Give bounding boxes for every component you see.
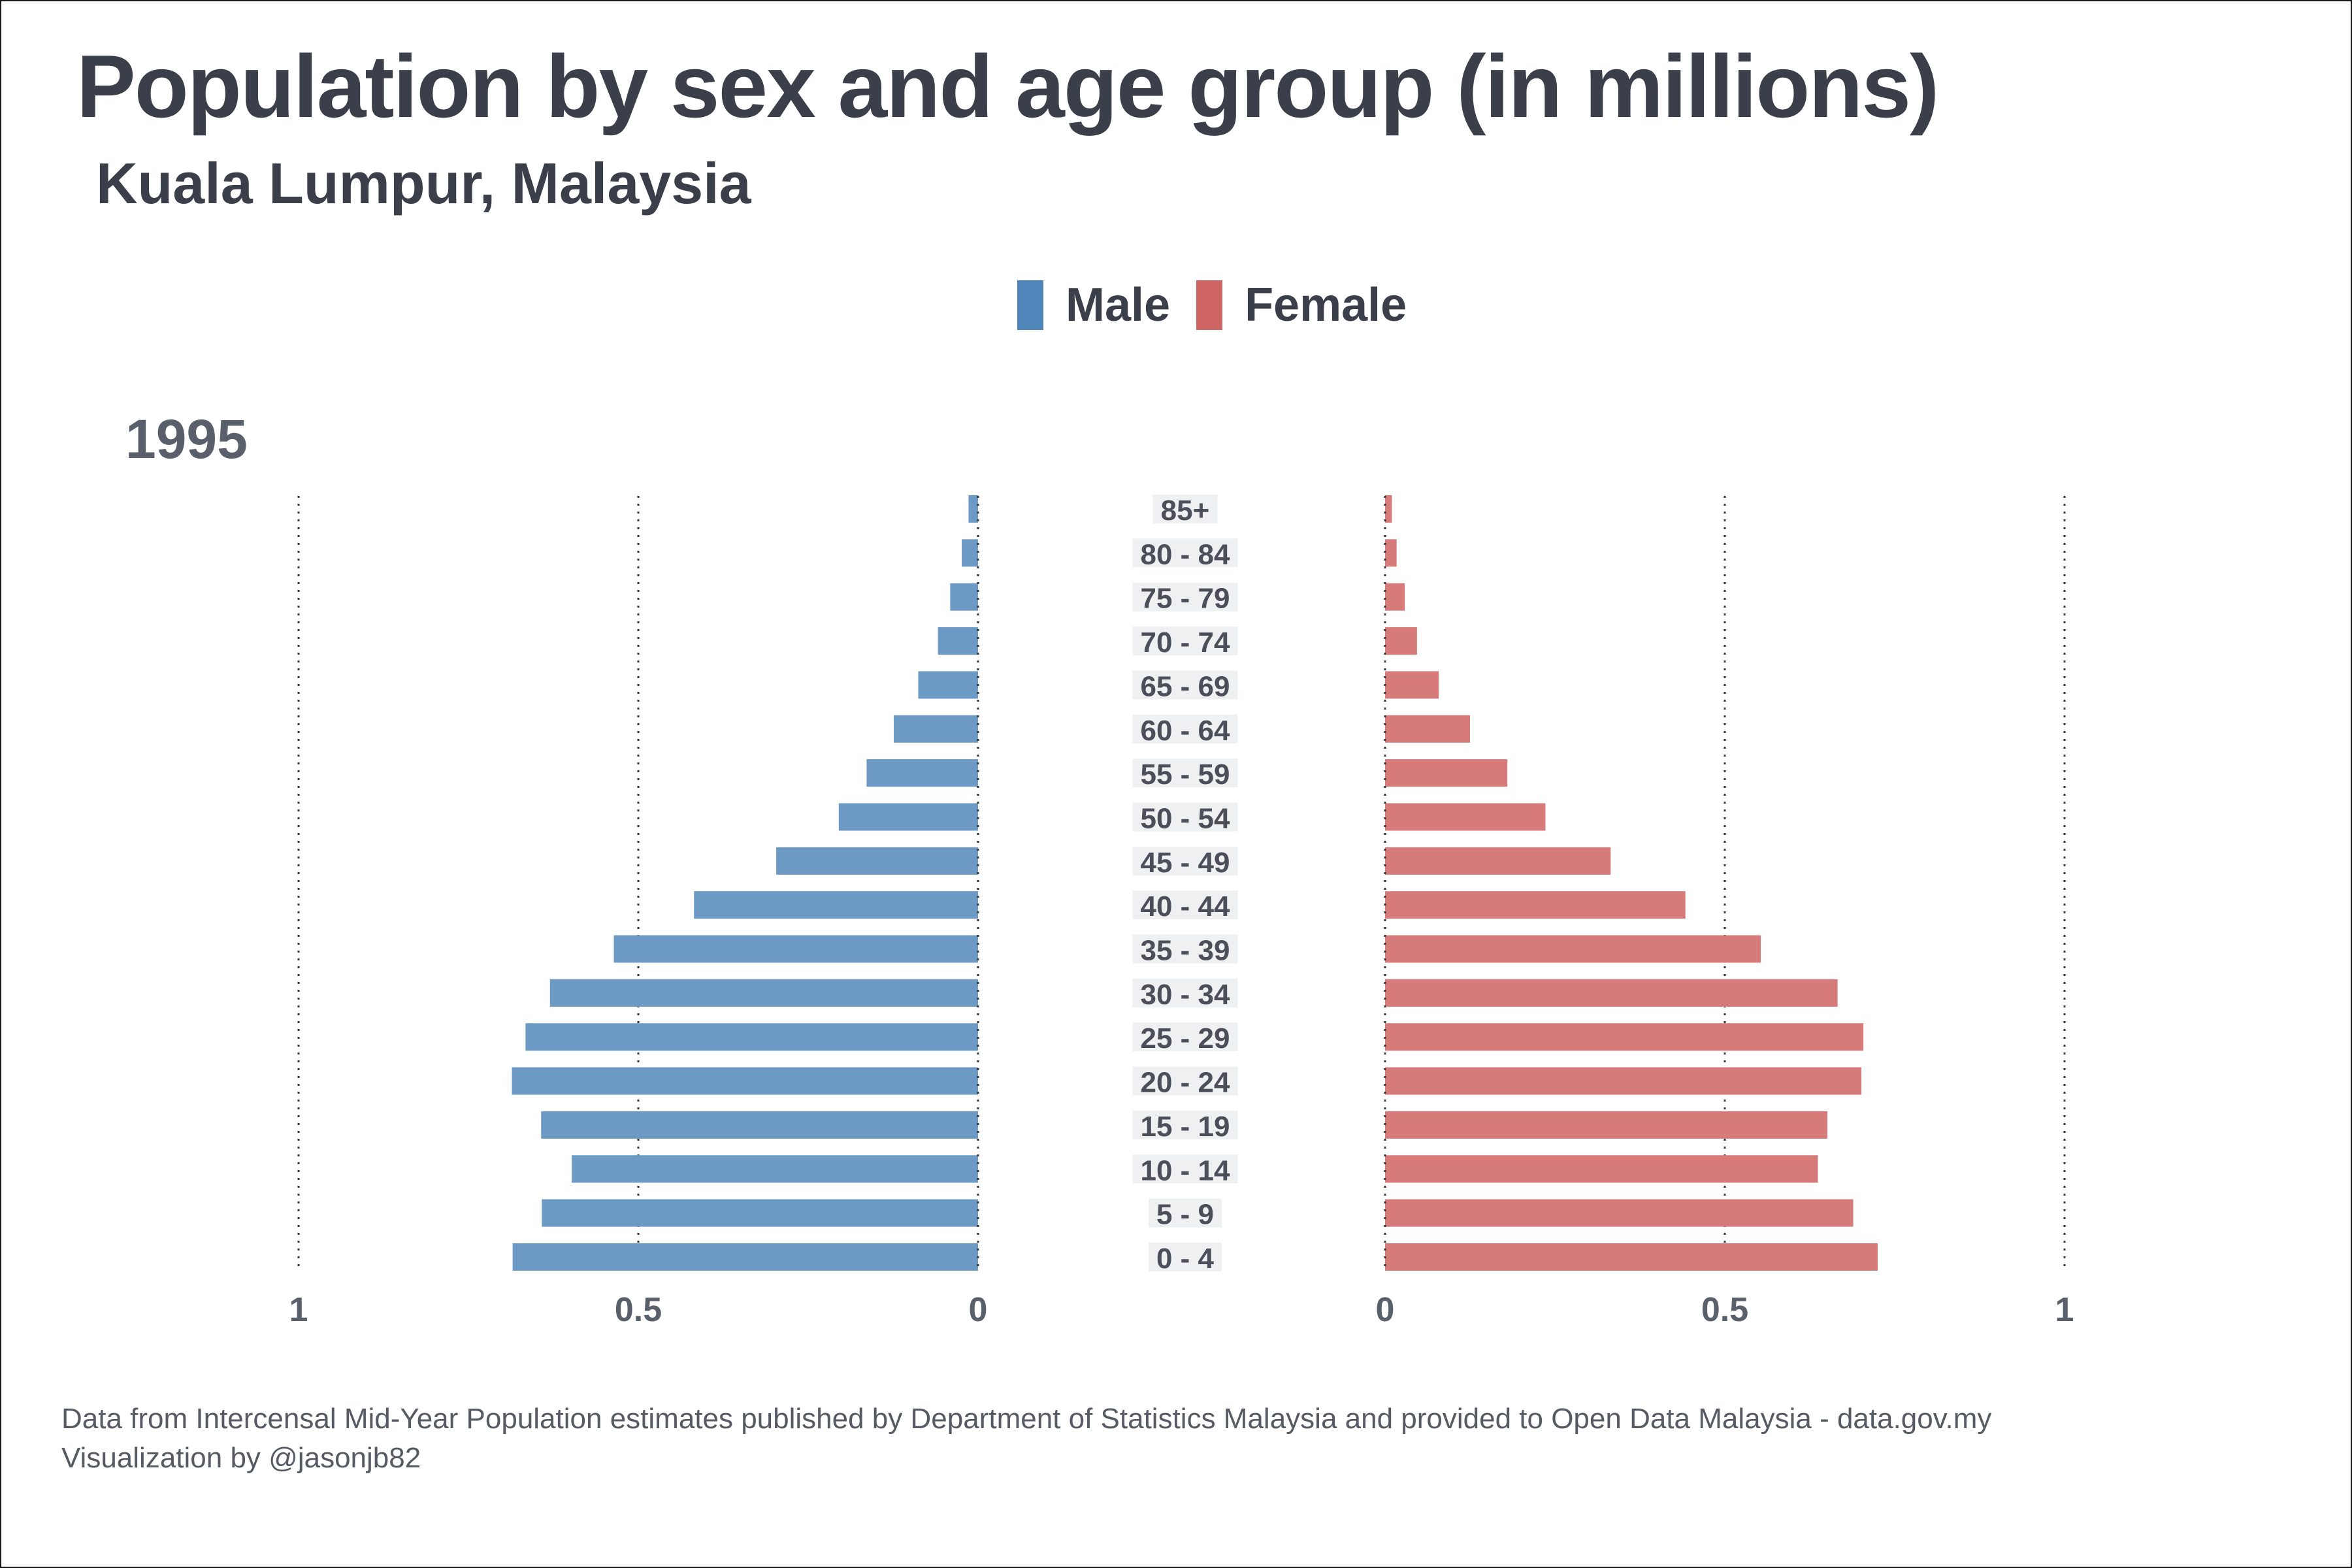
- age-label-bg-60-64: [1132, 714, 1238, 743]
- bar-female-10-14: [1385, 1155, 1818, 1183]
- tick-label-female-1: 1: [2055, 1291, 2074, 1329]
- bar-female-75-79: [1385, 583, 1405, 611]
- bar-male-25-29: [525, 1023, 978, 1051]
- age-label-60-64: 60 - 64: [1141, 715, 1231, 747]
- bar-female-80-84: [1385, 539, 1397, 567]
- caption: Data from Intercensal Mid-Year Populatio…: [61, 1399, 1991, 1478]
- age-label-80-84: 80 - 84: [1141, 538, 1231, 570]
- age-label-bg-30-34: [1132, 978, 1238, 1007]
- age-label-70-74: 70 - 74: [1141, 627, 1231, 659]
- age-label-bg-0-4: [1148, 1242, 1222, 1271]
- bar-female-40-44: [1385, 891, 1686, 919]
- bar-female-65-69: [1385, 671, 1439, 699]
- caption-source: Data from Intercensal Mid-Year Populatio…: [61, 1403, 1992, 1435]
- age-label-bg-70-74: [1132, 627, 1238, 656]
- age-label-75-79: 75 - 79: [1141, 583, 1230, 615]
- age-label-25-29: 25 - 29: [1141, 1022, 1230, 1054]
- age-label-bg-55-59: [1132, 759, 1238, 788]
- age-label-45-49: 45 - 49: [1141, 847, 1230, 879]
- bar-male-10-14: [572, 1155, 978, 1183]
- legend: Male Female: [1017, 276, 1433, 335]
- age-label-bg-15-19: [1132, 1110, 1238, 1139]
- legend-swatch-female: [1196, 280, 1223, 330]
- age-label-20-24: 20 - 24: [1141, 1067, 1231, 1099]
- age-label-bg-80-84: [1132, 538, 1238, 568]
- bar-female-60-64: [1385, 715, 1470, 743]
- bar-female-35-39: [1385, 935, 1761, 963]
- bar-female-5-9: [1385, 1199, 1854, 1227]
- bar-male-55-59: [866, 759, 978, 787]
- facet-year-label: 1995: [125, 408, 248, 470]
- bar-male-70-74: [938, 627, 978, 655]
- legend-item-female: Female: [1196, 278, 1407, 332]
- tick-label-female-0_5: 0.5: [1701, 1291, 1748, 1329]
- bar-male-65-69: [918, 671, 978, 699]
- tick-label-male-0_5: 0.5: [615, 1291, 662, 1329]
- bar-male-75-79: [950, 583, 978, 611]
- bar-male-0-4: [512, 1243, 978, 1271]
- age-label-bg-45-49: [1132, 846, 1238, 875]
- legend-label-male: Male: [1066, 279, 1171, 331]
- bar-female-85plus: [1385, 495, 1392, 523]
- bar-female-15-19: [1385, 1111, 1828, 1139]
- bar-female-30-34: [1385, 979, 1838, 1007]
- age-label-40-44: 40 - 44: [1141, 890, 1231, 923]
- bar-female-55-59: [1385, 759, 1508, 787]
- age-label-5-9: 5 - 9: [1156, 1199, 1214, 1231]
- bar-male-20-24: [512, 1067, 978, 1095]
- age-label-bg-25-29: [1132, 1022, 1238, 1052]
- legend-swatch-male: [1017, 280, 1043, 330]
- age-label-bg-75-79: [1132, 582, 1238, 612]
- caption-credit: Visualization by @jasonjb82: [61, 1442, 421, 1474]
- chart-title: Population by sex and age group (in mill…: [76, 37, 1939, 136]
- age-label-65-69: 65 - 69: [1141, 670, 1230, 702]
- age-label-50-54: 50 - 54: [1141, 802, 1231, 834]
- bar-male-15-19: [541, 1111, 978, 1139]
- age-label-85plus: 85+: [1161, 495, 1210, 527]
- age-label-bg-10-14: [1132, 1154, 1238, 1184]
- bar-male-30-34: [549, 979, 978, 1007]
- age-label-bg-5-9: [1148, 1198, 1222, 1228]
- bar-male-45-49: [776, 847, 978, 875]
- bar-female-20-24: [1385, 1067, 1862, 1095]
- legend-item-male: Male: [1017, 278, 1170, 332]
- bar-female-45-49: [1385, 847, 1611, 875]
- age-label-bg-35-39: [1132, 934, 1238, 964]
- bar-male-40-44: [694, 891, 978, 919]
- tick-label-female-0: 0: [1376, 1291, 1395, 1329]
- age-label-55-59: 55 - 59: [1141, 759, 1230, 791]
- bar-female-50-54: [1385, 803, 1546, 831]
- age-label-10-14: 10 - 14: [1141, 1154, 1231, 1186]
- bar-male-85plus: [968, 495, 978, 523]
- bar-male-80-84: [962, 539, 978, 567]
- age-label-bg-40-44: [1132, 890, 1238, 920]
- bar-male-60-64: [894, 715, 978, 743]
- bar-male-35-39: [613, 935, 978, 963]
- age-label-bg-50-54: [1132, 802, 1238, 832]
- age-label-bg-85plus: [1152, 495, 1218, 523]
- bar-female-70-74: [1385, 627, 1417, 655]
- chart-subtitle: Kuala Lumpur, Malaysia: [96, 151, 751, 216]
- age-label-30-34: 30 - 34: [1141, 979, 1231, 1011]
- bar-female-25-29: [1385, 1023, 1864, 1051]
- bar-male-50-54: [838, 803, 978, 831]
- age-label-0-4: 0 - 4: [1156, 1243, 1215, 1275]
- tick-label-male-0: 0: [969, 1291, 988, 1329]
- age-label-15-19: 15 - 19: [1141, 1111, 1230, 1143]
- age-label-35-39: 35 - 39: [1141, 935, 1230, 967]
- age-label-bg-65-69: [1132, 670, 1238, 700]
- bar-male-5-9: [542, 1199, 978, 1227]
- bar-female-0-4: [1385, 1243, 1878, 1271]
- tick-label-male-1: 1: [289, 1291, 308, 1329]
- age-label-bg-20-24: [1132, 1066, 1238, 1096]
- legend-label-female: Female: [1245, 279, 1407, 331]
